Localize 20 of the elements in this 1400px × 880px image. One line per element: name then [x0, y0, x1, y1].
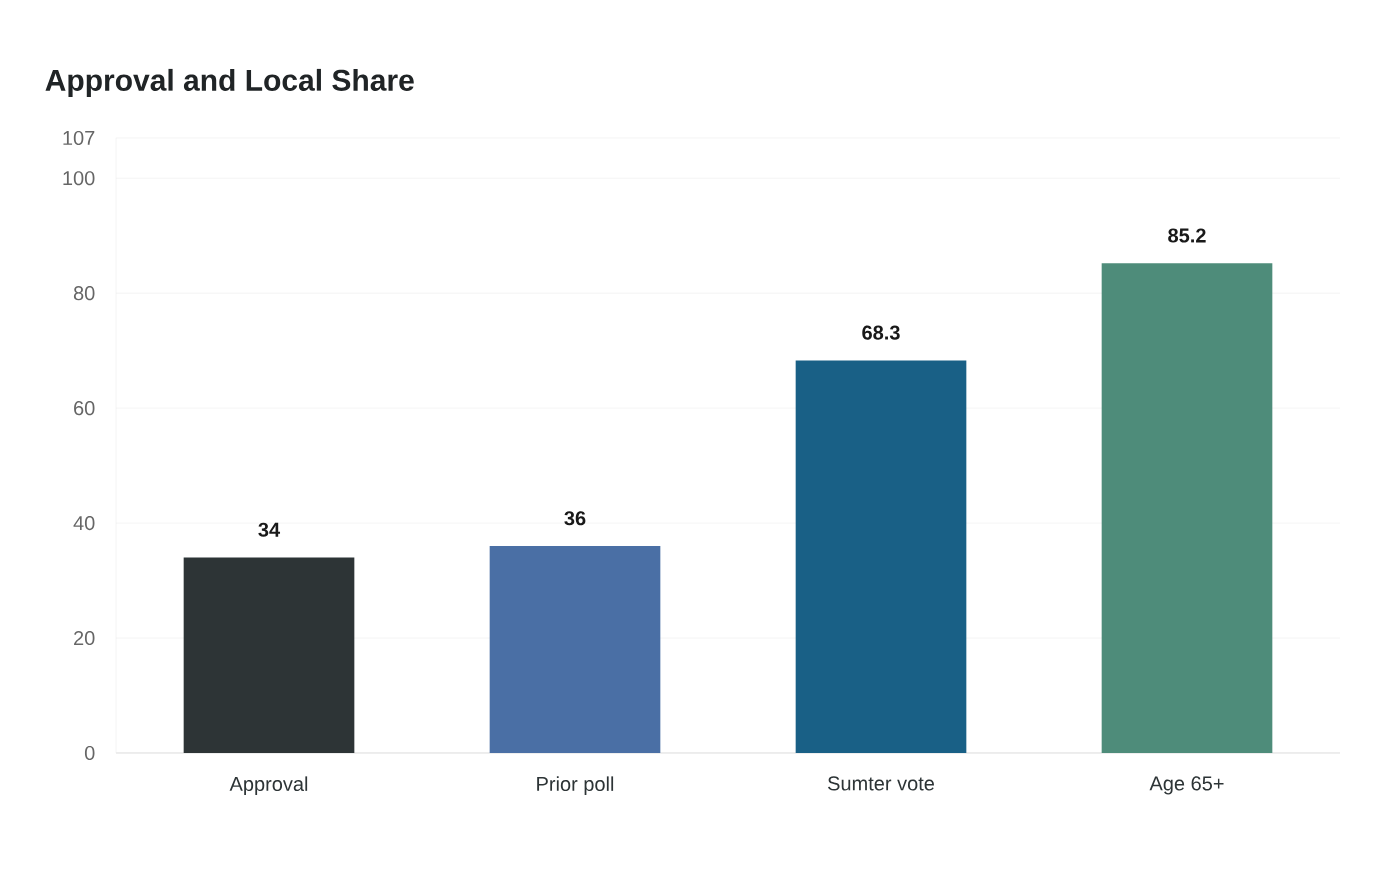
bar [183, 557, 355, 753]
x-tick-label: Approval [229, 776, 308, 795]
y-tick-label: 40 [73, 516, 95, 531]
chart-title: Approval and Local Share [45, 68, 414, 97]
y-tick-label: 0 [84, 745, 95, 761]
y-tick-label: 107 [63, 130, 95, 146]
data-label: 68.3 [862, 325, 900, 340]
y-tick-label: 100 [63, 171, 95, 186]
data-label: 34 [258, 522, 281, 537]
bar [1101, 263, 1273, 753]
y-tick-label: 60 [74, 401, 95, 416]
bar [489, 546, 661, 753]
data-label: 36 [564, 511, 586, 526]
y-tick-label: 80 [73, 286, 95, 301]
x-tick-label: Prior poll [537, 776, 614, 795]
x-tick-label: Age 65+ [1149, 776, 1224, 795]
y-tick-label: 20 [74, 630, 95, 646]
bar [795, 360, 967, 753]
data-label: 85.2 [1168, 228, 1206, 243]
x-tick-label: Sumter vote [828, 776, 934, 791]
